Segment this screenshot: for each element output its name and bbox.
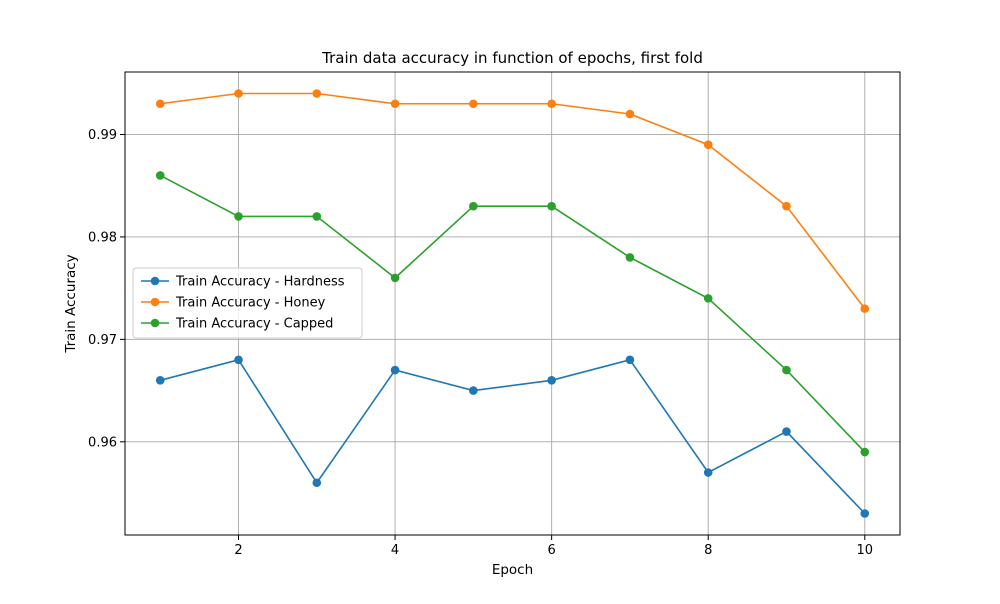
data-point-capped — [782, 365, 791, 375]
legend-box — [132, 267, 363, 339]
series-lines — [155, 89, 870, 518]
x-axis-label: Epoch — [492, 562, 533, 578]
data-point-hardness — [469, 386, 478, 395]
legend-marker-honey — [150, 297, 160, 307]
data-point-honey — [782, 201, 791, 211]
data-point-hardness — [155, 376, 165, 385]
data-point-hardness — [703, 468, 713, 477]
legend-label-capped: Train Accuracy - Capped — [175, 317, 333, 332]
data-point-hardness — [625, 355, 635, 365]
legend: Train Accuracy - Hardness Train Accuracy … — [132, 267, 363, 339]
y-tick-label: 0.96 — [88, 435, 117, 450]
y-tick-label: 0.98 — [88, 230, 117, 245]
legend-marker-capped — [150, 318, 160, 328]
x-tick-label: 8 — [704, 543, 712, 558]
data-point-capped — [155, 171, 165, 180]
x-tick-label: 10 — [856, 543, 873, 558]
data-point-hardness — [234, 355, 243, 365]
grid — [125, 72, 900, 535]
legend-item-hardness: Train Accuracy - Hardness — [141, 275, 345, 290]
data-point-hardness — [547, 376, 556, 385]
data-point-honey — [625, 109, 635, 119]
data-point-honey — [390, 99, 400, 109]
axis-ticks: 2 4 6 8 10 0.96 0.97 0.98 0.99 — [88, 128, 873, 558]
legend-item-honey: Train Accuracy - Honey — [141, 296, 326, 311]
y-tick-label: 0.99 — [88, 128, 117, 143]
series-line-hardness — [160, 358, 866, 515]
data-point-capped — [234, 212, 243, 221]
plot-area-frame — [124, 71, 901, 536]
data-point-hardness — [312, 478, 322, 488]
x-tick-label: 4 — [391, 543, 399, 558]
data-point-capped — [312, 212, 322, 221]
legend-label-honey: Train Accuracy - Honey — [175, 296, 326, 311]
series-honey — [155, 89, 870, 313]
data-point-honey — [155, 99, 165, 109]
data-point-hardness — [782, 427, 791, 436]
x-tick-label: 6 — [548, 543, 556, 558]
data-point-capped — [469, 201, 478, 211]
data-point-capped — [390, 273, 400, 283]
x-tick-label: 2 — [234, 543, 242, 558]
data-point-capped — [703, 294, 713, 303]
y-axis-label: Train Accuracy — [63, 254, 79, 353]
data-point-honey — [860, 304, 870, 313]
data-point-honey — [312, 89, 322, 98]
series-line-capped — [159, 174, 866, 453]
series-capped — [155, 171, 870, 457]
data-point-honey — [234, 89, 243, 98]
data-point-honey — [703, 140, 713, 150]
data-point-hardness — [390, 365, 400, 375]
legend-marker-hardness — [150, 276, 160, 286]
data-point-honey — [469, 99, 478, 109]
series-hardness — [155, 355, 870, 518]
legend-label-hardness: Train Accuracy - Hardness — [175, 275, 345, 290]
data-point-capped — [625, 253, 635, 262]
legend-item-capped: Train Accuracy - Capped — [141, 317, 333, 332]
chart-title: Train data accuracy in function of epoch… — [321, 49, 703, 67]
data-point-honey — [547, 99, 556, 109]
data-point-capped — [547, 201, 556, 211]
data-point-hardness — [860, 509, 870, 518]
data-point-capped — [860, 447, 870, 457]
y-tick-label: 0.97 — [88, 333, 117, 348]
series-line-honey — [160, 92, 866, 310]
